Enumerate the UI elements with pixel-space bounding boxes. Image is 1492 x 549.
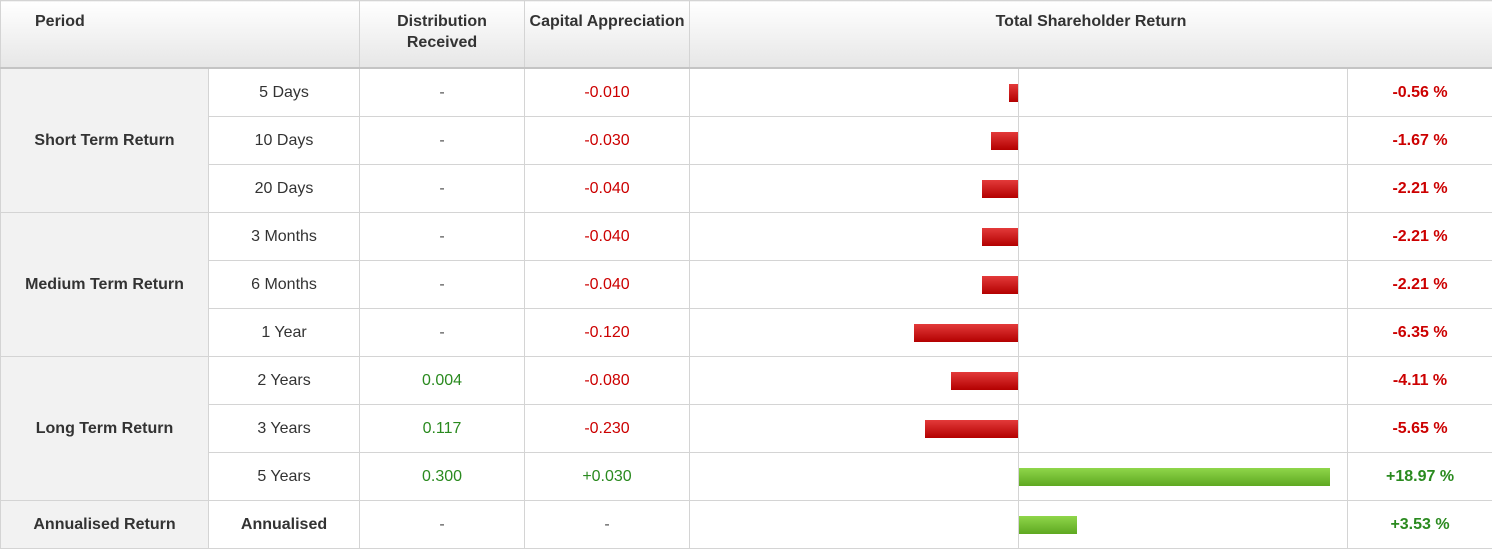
tsr-bar bbox=[914, 324, 1018, 342]
header-tsr: Total Shareholder Return bbox=[690, 1, 1492, 69]
zero-axis bbox=[1018, 261, 1019, 308]
table-row: 3 Years 0.117 -0.230 -5.65 % bbox=[1, 405, 1492, 453]
capital-cell: -0.120 bbox=[525, 309, 690, 357]
table-row: Short Term Return 5 Days - -0.010 -0.56 … bbox=[1, 68, 1492, 117]
capital-cell: -0.230 bbox=[525, 405, 690, 453]
tsr-bar bbox=[982, 180, 1018, 198]
period-cell: 1 Year bbox=[209, 309, 360, 357]
period-cell: 3 Months bbox=[209, 213, 360, 261]
distribution-cell: - bbox=[360, 261, 525, 309]
distribution-cell: - bbox=[360, 501, 525, 549]
table-row: 6 Months - -0.040 -2.21 % bbox=[1, 261, 1492, 309]
tsr-bar bbox=[951, 372, 1018, 390]
capital-cell: -0.030 bbox=[525, 117, 690, 165]
capital-cell: -0.040 bbox=[525, 261, 690, 309]
group-medium-term: Medium Term Return bbox=[1, 213, 209, 357]
tsr-bar bbox=[1009, 84, 1018, 102]
table-row: Medium Term Return 3 Months - -0.040 -2.… bbox=[1, 213, 1492, 261]
zero-axis bbox=[1018, 117, 1019, 164]
tsr-bar-cell bbox=[690, 68, 1348, 117]
distribution-cell: - bbox=[360, 68, 525, 117]
tsr-bar-cell bbox=[690, 453, 1348, 501]
group-short-term: Short Term Return bbox=[1, 68, 209, 213]
tsr-bar bbox=[982, 276, 1018, 294]
period-cell: 5 Days bbox=[209, 68, 360, 117]
tsr-bar bbox=[982, 228, 1018, 246]
period-cell: 6 Months bbox=[209, 261, 360, 309]
capital-cell: - bbox=[525, 501, 690, 549]
distribution-cell: - bbox=[360, 117, 525, 165]
tsr-bar-cell bbox=[690, 405, 1348, 453]
header-distribution: Distribution Received bbox=[360, 1, 525, 69]
tsr-bar-cell bbox=[690, 261, 1348, 309]
header-period: Period bbox=[1, 1, 360, 69]
distribution-cell: 0.004 bbox=[360, 357, 525, 405]
table-row: 10 Days - -0.030 -1.67 % bbox=[1, 117, 1492, 165]
tsr-value-cell: -6.35 % bbox=[1348, 309, 1492, 357]
period-cell: 2 Years bbox=[209, 357, 360, 405]
distribution-cell: - bbox=[360, 213, 525, 261]
table-row: 1 Year - -0.120 -6.35 % bbox=[1, 309, 1492, 357]
capital-cell: -0.040 bbox=[525, 213, 690, 261]
tsr-value-cell: +18.97 % bbox=[1348, 453, 1492, 501]
tsr-bar-cell bbox=[690, 165, 1348, 213]
zero-axis bbox=[1018, 405, 1019, 452]
tsr-bar bbox=[925, 420, 1018, 438]
tsr-value-cell: -4.11 % bbox=[1348, 357, 1492, 405]
tsr-value-cell: -2.21 % bbox=[1348, 165, 1492, 213]
group-long-term: Long Term Return bbox=[1, 357, 209, 501]
capital-cell: -0.010 bbox=[525, 68, 690, 117]
period-cell: 10 Days bbox=[209, 117, 360, 165]
period-cell: 3 Years bbox=[209, 405, 360, 453]
distribution-cell: - bbox=[360, 309, 525, 357]
zero-axis bbox=[1018, 69, 1019, 116]
tsr-bar-cell bbox=[690, 213, 1348, 261]
tsr-value-cell: -5.65 % bbox=[1348, 405, 1492, 453]
tsr-value-cell: -2.21 % bbox=[1348, 213, 1492, 261]
tsr-value-cell: -2.21 % bbox=[1348, 261, 1492, 309]
group-annualised: Annualised Return bbox=[1, 501, 209, 549]
table-row: Long Term Return 2 Years 0.004 -0.080 -4… bbox=[1, 357, 1492, 405]
capital-cell: -0.040 bbox=[525, 165, 690, 213]
table-row: 20 Days - -0.040 -2.21 % bbox=[1, 165, 1492, 213]
tsr-bar-cell bbox=[690, 501, 1348, 549]
zero-axis bbox=[1018, 357, 1019, 404]
header-capital: Capital Appreciation bbox=[525, 1, 690, 69]
tsr-value-cell: +3.53 % bbox=[1348, 501, 1492, 549]
zero-axis bbox=[1018, 165, 1019, 212]
zero-axis bbox=[1018, 309, 1019, 356]
distribution-cell: 0.300 bbox=[360, 453, 525, 501]
tsr-bar-cell bbox=[690, 309, 1348, 357]
distribution-cell: - bbox=[360, 165, 525, 213]
period-cell: 5 Years bbox=[209, 453, 360, 501]
tsr-bar bbox=[1019, 516, 1077, 534]
tsr-bar bbox=[991, 132, 1018, 150]
table-row: Annualised Return Annualised - - +3.53 % bbox=[1, 501, 1492, 549]
capital-cell: -0.080 bbox=[525, 357, 690, 405]
period-cell: Annualised bbox=[209, 501, 360, 549]
tsr-bar bbox=[1019, 468, 1330, 486]
header-row: Period Distribution Received Capital App… bbox=[1, 1, 1492, 69]
zero-axis bbox=[1018, 213, 1019, 260]
period-cell: 20 Days bbox=[209, 165, 360, 213]
capital-cell: +0.030 bbox=[525, 453, 690, 501]
distribution-cell: 0.117 bbox=[360, 405, 525, 453]
tsr-bar-cell bbox=[690, 357, 1348, 405]
tsr-value-cell: -1.67 % bbox=[1348, 117, 1492, 165]
tsr-value-cell: -0.56 % bbox=[1348, 68, 1492, 117]
table-row: 5 Years 0.300 +0.030 +18.97 % bbox=[1, 453, 1492, 501]
tsr-bar-cell bbox=[690, 117, 1348, 165]
